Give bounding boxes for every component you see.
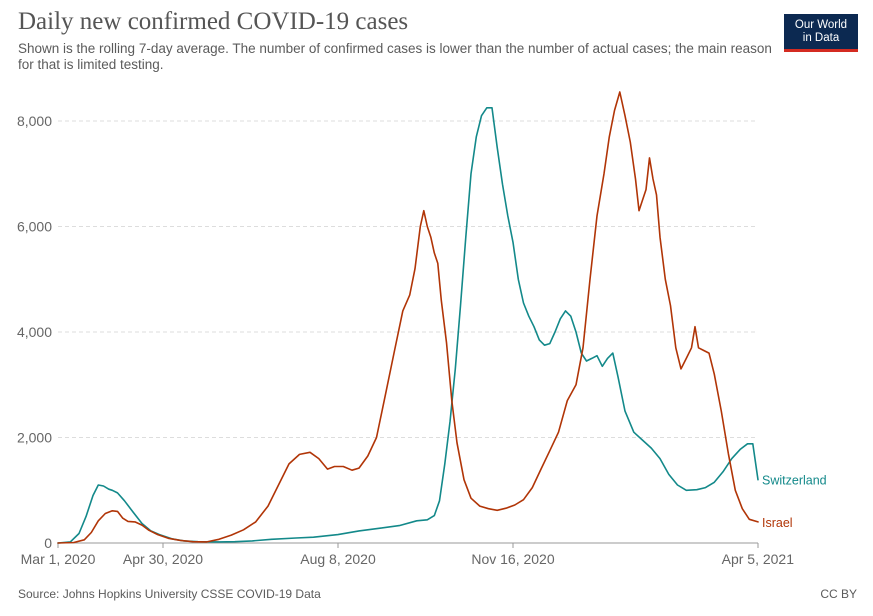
- source-note[interactable]: Source: Johns Hopkins University CSSE CO…: [18, 587, 321, 601]
- x-axis: Mar 1, 2020 Apr 30, 2020 Aug 8, 2020 Nov 16…: [21, 542, 795, 567]
- owid-logo[interactable]: Our World in Data: [784, 14, 858, 52]
- series-lines: [57, 91, 759, 544]
- y-tick-label: 2,000: [17, 430, 52, 446]
- chart-title: Daily new confirmed COVID-19 cases: [18, 8, 409, 35]
- y-tick-label: 4,000: [17, 324, 52, 340]
- y-tick-label: 0: [44, 535, 52, 551]
- x-tick-label: Apr 5, 2021: [722, 551, 795, 567]
- license-label[interactable]: CC BY: [820, 587, 857, 601]
- x-tick-label: Nov 16, 2020: [471, 551, 554, 567]
- y-tick-label: 6,000: [17, 219, 52, 235]
- chart-subtitle: Shown is the rolling 7-day average. The …: [18, 41, 772, 72]
- switzerland-series-line: [57, 107, 759, 544]
- y-axis-tick-labels: 0 2,000 4,000 6,000 8,000: [17, 113, 52, 551]
- logo-line-2: in Data: [802, 31, 840, 44]
- israel-series-line: [57, 91, 759, 544]
- switzerland-series-label: Switzerland: [762, 474, 827, 488]
- y-tick-label: 8,000: [17, 113, 52, 129]
- x-tick-label: Aug 8, 2020: [300, 551, 376, 567]
- series-labels: Switzerland Israel: [762, 474, 827, 530]
- logo-line-1: Our World: [794, 18, 848, 31]
- x-tick-label: Mar 1, 2020: [21, 551, 96, 567]
- grid-lines: [58, 120, 758, 438]
- x-tick-label: Apr 30, 2020: [123, 551, 203, 567]
- israel-series-label: Israel: [762, 516, 793, 530]
